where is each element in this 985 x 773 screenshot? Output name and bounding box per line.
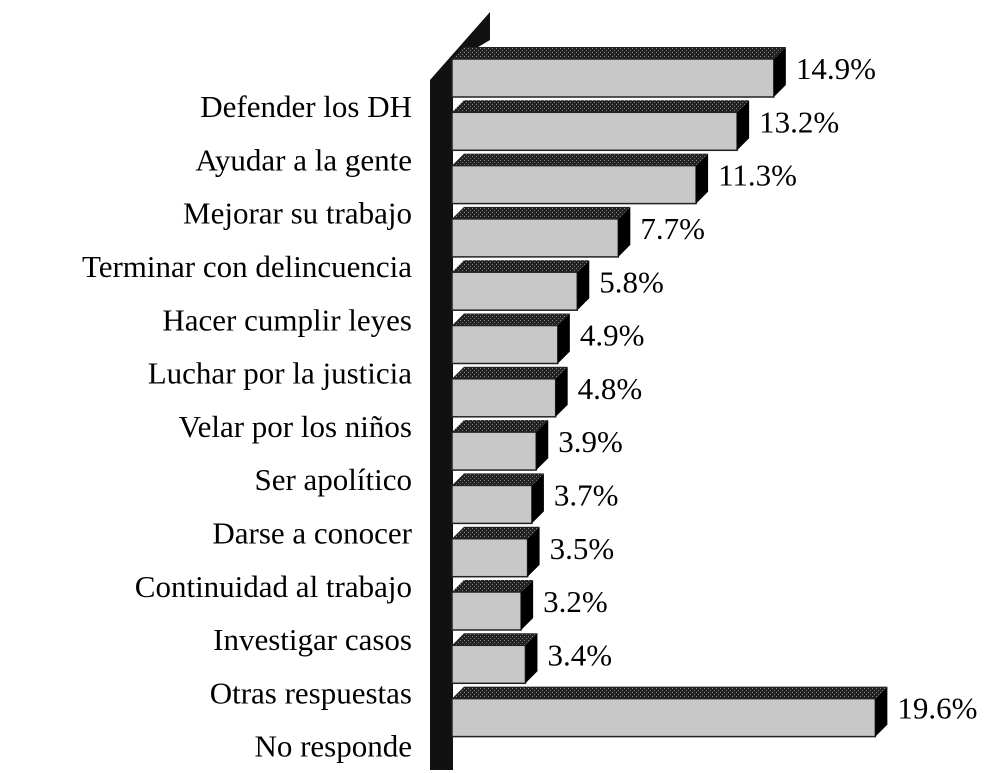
bar (451, 271, 579, 311)
value-label: 4.8% (578, 371, 643, 406)
bar (451, 644, 527, 685)
bar-side (696, 153, 709, 204)
bar-side (618, 206, 631, 257)
bar-top (452, 526, 540, 539)
bar (451, 378, 557, 418)
value-label: 11.3% (718, 158, 797, 193)
value-label: 3.9% (558, 424, 623, 459)
value-label: 5.8% (599, 264, 664, 299)
category-label: Darse a conocer (212, 516, 412, 551)
value-label: 3.5% (550, 531, 615, 566)
bar-top (452, 313, 570, 326)
category-label: Continuidad al trabajo (135, 569, 412, 604)
category-label: Luchar por la justicia (148, 356, 412, 391)
bar-side (737, 100, 750, 151)
bar (451, 484, 533, 525)
value-label: 4.9% (580, 318, 645, 353)
bar-top (452, 633, 538, 646)
value-label: 3.4% (547, 637, 612, 672)
bar-side (875, 686, 888, 737)
bar-top (452, 260, 590, 273)
bar-top (452, 473, 544, 486)
bar (451, 111, 738, 152)
bar (451, 697, 877, 738)
bar-side (536, 420, 549, 471)
value-label: 3.7% (554, 478, 619, 513)
category-label: Terminar con delincuencia (82, 249, 412, 284)
category-label: No responde (254, 729, 412, 764)
bar-side (531, 473, 544, 524)
category-label: Hacer cumplir leyes (162, 302, 412, 337)
bar (451, 164, 697, 205)
bar (451, 537, 529, 578)
bar-top (452, 366, 568, 379)
bar (451, 218, 620, 258)
bar (451, 431, 537, 471)
bar-side (527, 526, 540, 577)
bar-side (555, 366, 568, 417)
category-label: Investigar casos (213, 622, 412, 657)
bar (451, 58, 775, 98)
bar-side (577, 260, 590, 311)
value-label: 19.6% (897, 691, 977, 726)
bar (451, 324, 559, 365)
bar-side (557, 313, 570, 364)
bar-top (452, 206, 631, 219)
bar (451, 591, 522, 631)
bar-top (452, 420, 549, 433)
bar-top (452, 100, 750, 113)
value-label: 3.2% (543, 584, 608, 619)
bar-top (452, 686, 888, 699)
bar-side (773, 47, 786, 97)
category-label: Otras respuestas (210, 675, 412, 710)
category-label: Ser apolítico (254, 462, 412, 497)
bar-top (452, 153, 709, 166)
back-wall (430, 12, 490, 770)
category-label: Mejorar su trabajo (183, 196, 412, 231)
value-label: 14.9% (796, 51, 876, 86)
category-label: Defender los DH (200, 89, 412, 124)
bar-top (452, 580, 534, 592)
bar-top (452, 47, 786, 59)
category-label: Velar por los niños (179, 409, 412, 444)
bar-side (525, 633, 538, 684)
bar-side (521, 580, 534, 630)
value-label: 7.7% (640, 211, 705, 246)
value-label: 13.2% (759, 104, 839, 139)
category-label: Ayudar a la gente (195, 142, 412, 177)
